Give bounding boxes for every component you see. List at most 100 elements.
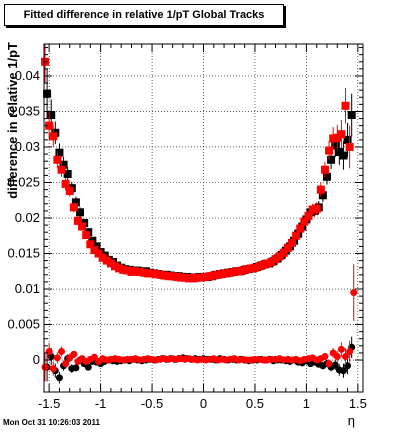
- data-point-square: [267, 258, 276, 267]
- data-point-square: [331, 141, 340, 150]
- data-point-circle: [62, 360, 70, 368]
- data-point-square: [263, 259, 272, 268]
- data-point-square: [160, 271, 169, 280]
- data-point-square: [172, 272, 181, 281]
- data-point-square: [337, 130, 346, 139]
- data-point-square: [259, 260, 268, 269]
- data-point-square: [152, 270, 161, 279]
- data-point-square: [106, 259, 115, 268]
- data-point-square: [61, 179, 70, 188]
- data-point-square: [201, 272, 210, 281]
- y-tick-label: 0.02: [15, 210, 40, 225]
- data-point-square: [275, 252, 284, 261]
- data-point-square: [213, 270, 222, 279]
- data-point-square: [168, 272, 177, 281]
- data-point-square: [327, 155, 336, 164]
- x-tick-label: 1: [303, 396, 310, 411]
- data-point-circle: [350, 289, 358, 297]
- data-point-circle: [45, 348, 53, 356]
- y-tick-label: 0.03: [15, 139, 40, 154]
- data-point-square: [242, 265, 251, 274]
- data-point-circle: [333, 352, 341, 360]
- data-point-square: [255, 262, 264, 271]
- data-point-circle: [49, 365, 57, 373]
- data-point-square: [185, 274, 194, 283]
- data-point-square: [57, 165, 66, 174]
- data-point-square: [71, 198, 80, 207]
- data-point-square: [300, 217, 309, 226]
- data-point-square: [90, 245, 99, 254]
- data-point-square: [333, 133, 342, 142]
- data-point-circle: [342, 352, 350, 360]
- data-point-square: [312, 204, 321, 213]
- data-point-square: [335, 147, 344, 156]
- data-point-square: [325, 146, 334, 155]
- data-point-square: [308, 205, 317, 214]
- data-point-square: [82, 231, 91, 240]
- data-point-square: [176, 273, 185, 282]
- data-point-square: [45, 121, 54, 130]
- y-tick-label: 0.025: [7, 174, 40, 189]
- data-point-square: [320, 165, 329, 174]
- data-point-square: [322, 172, 331, 181]
- data-point-square: [287, 238, 296, 247]
- data-point-circle: [53, 354, 61, 362]
- x-tick-label: 1.5: [349, 396, 367, 411]
- data-point-square: [164, 272, 173, 281]
- data-point-square: [69, 203, 78, 212]
- data-point-square: [102, 256, 111, 265]
- chart-title: Fitted difference in relative 1/pT Globa…: [23, 9, 265, 21]
- data-point-circle: [346, 348, 354, 356]
- data-point-square: [222, 269, 231, 278]
- data-point-square: [292, 231, 301, 240]
- data-point-square: [209, 271, 218, 280]
- data-point-square: [197, 273, 206, 282]
- data-point-circle: [325, 360, 333, 368]
- data-point-square: [76, 208, 85, 217]
- data-point-square: [304, 211, 313, 220]
- data-point-square: [318, 191, 327, 200]
- data-point-square: [238, 266, 247, 275]
- data-point-square: [43, 89, 52, 98]
- data-point-square: [271, 255, 280, 264]
- data-point-square: [218, 270, 227, 279]
- data-point-square: [98, 253, 107, 262]
- y-tick-label: 0.035: [7, 103, 40, 118]
- data-point-circle: [55, 374, 63, 382]
- x-tick-label: -1.5: [38, 396, 60, 411]
- data-point-square: [343, 135, 352, 144]
- data-point-square: [94, 249, 103, 258]
- data-point-square: [123, 266, 132, 275]
- data-point-square: [49, 132, 58, 141]
- data-point-square: [205, 272, 214, 281]
- data-point-square: [119, 265, 128, 274]
- data-point-square: [156, 270, 165, 279]
- data-point-square: [246, 264, 255, 273]
- x-tick-label: -1: [95, 396, 107, 411]
- chart-title-box: Fitted difference in relative 1/pT Globa…: [4, 4, 284, 26]
- y-tick-label: 0.005: [7, 317, 40, 332]
- data-point-square: [65, 187, 74, 196]
- y-tick-label: 0.04: [15, 68, 40, 83]
- data-point-square: [345, 142, 354, 151]
- data-point-square: [78, 222, 87, 231]
- data-point-square: [283, 243, 292, 252]
- data-point-square: [339, 151, 348, 160]
- x-axis-label: η: [348, 413, 355, 428]
- data-point-circle: [72, 364, 80, 372]
- data-point-square: [47, 111, 56, 120]
- data-point-square: [139, 268, 148, 277]
- data-point-square: [189, 274, 198, 283]
- timestamp: Mon Oct 31 10:26:03 2011: [3, 418, 100, 427]
- data-point-square: [226, 268, 235, 277]
- y-tick-label: 0.01: [15, 281, 40, 296]
- data-point-square: [143, 269, 152, 278]
- data-point-circle: [337, 345, 345, 353]
- x-tick-label: 0.5: [246, 396, 264, 411]
- data-point-circle: [331, 361, 339, 369]
- data-point-circle: [84, 363, 92, 371]
- y-tick-label: 0: [33, 352, 40, 367]
- data-point-square: [127, 267, 136, 276]
- data-point-square: [180, 273, 189, 282]
